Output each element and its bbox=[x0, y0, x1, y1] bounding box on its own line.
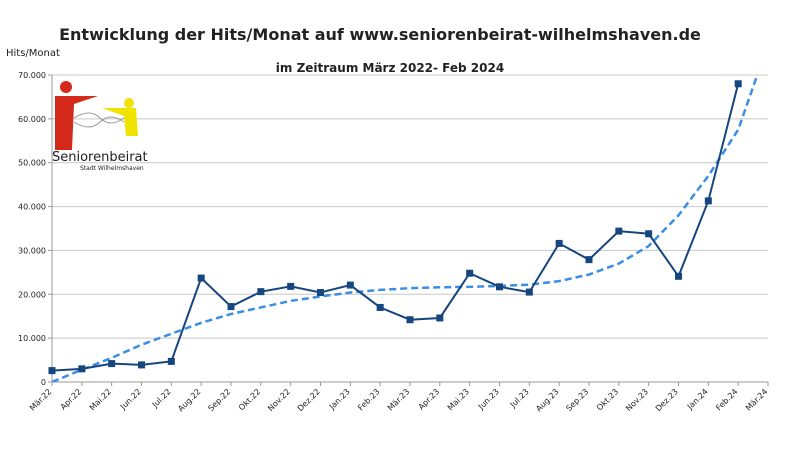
x-tick-label: Mär.24 bbox=[744, 387, 770, 413]
x-tick-label: Mai.23 bbox=[446, 387, 471, 412]
data-point bbox=[287, 282, 295, 290]
data-point bbox=[108, 360, 116, 368]
data-point bbox=[257, 288, 265, 296]
x-tick-label: Aug.22 bbox=[176, 387, 202, 413]
y-tick-label: 40.000 bbox=[18, 203, 46, 212]
x-tick-label: Jun.23 bbox=[476, 387, 501, 412]
data-point bbox=[48, 367, 56, 375]
chart-subtitle: im Zeitraum März 2022- Feb 2024 bbox=[276, 61, 504, 75]
x-tick-label: Apr.22 bbox=[59, 387, 84, 412]
x-tick-label: Dez.23 bbox=[654, 387, 680, 413]
x-tick-label: Mär.23 bbox=[386, 387, 412, 413]
data-point bbox=[317, 289, 324, 297]
data-point bbox=[704, 197, 712, 205]
y-tick-label: 70.000 bbox=[18, 71, 46, 80]
x-tick-label: Dez.22 bbox=[296, 387, 322, 413]
x-tick-label: Sep.23 bbox=[564, 387, 590, 413]
data-point bbox=[466, 269, 474, 277]
x-tick-label: Mai.22 bbox=[88, 387, 113, 412]
y-tick-label: 0 bbox=[41, 378, 46, 387]
data-point bbox=[138, 361, 145, 369]
data-point bbox=[78, 365, 86, 373]
logo: Seniorenbeirat Stadt Wilhelmshaven bbox=[52, 81, 148, 172]
y-tick-label: 20.000 bbox=[18, 290, 46, 299]
x-tick-label: Jul.22 bbox=[150, 387, 173, 410]
logo-figure bbox=[102, 108, 138, 136]
data-point bbox=[615, 227, 623, 235]
x-tick-label: Aug.23 bbox=[534, 387, 560, 413]
data-line bbox=[51, 83, 740, 372]
data-point bbox=[585, 256, 593, 264]
data-point bbox=[346, 281, 354, 289]
data-point bbox=[436, 314, 444, 322]
x-tick-label: Feb.24 bbox=[714, 387, 739, 412]
x-tick-label: Jan.23 bbox=[327, 387, 352, 412]
trend-line bbox=[52, 75, 759, 382]
logo-title: Seniorenbeirat bbox=[52, 150, 148, 165]
chart-title: Entwicklung der Hits/Monat auf www.senio… bbox=[59, 25, 701, 44]
x-tick-label: Nov.23 bbox=[624, 387, 650, 413]
x-tick-label: Okt.23 bbox=[595, 387, 620, 412]
data-point bbox=[734, 80, 742, 88]
logo-subtitle: Stadt Wilhelmshaven bbox=[80, 165, 144, 172]
x-tick-label: Jun.22 bbox=[118, 387, 143, 412]
data-point bbox=[197, 274, 205, 282]
data-point bbox=[167, 357, 175, 365]
data-point bbox=[555, 239, 563, 247]
data-point bbox=[675, 272, 682, 280]
data-point bbox=[496, 283, 503, 291]
y-tick-label: 10.000 bbox=[18, 334, 46, 343]
x-tick-label: Okt.22 bbox=[237, 387, 262, 412]
y-tick-label: 30.000 bbox=[18, 246, 46, 255]
x-tick-label: Sep.22 bbox=[206, 387, 232, 413]
x-tick-label: Mär.22 bbox=[28, 387, 54, 413]
data-point bbox=[525, 288, 533, 296]
logo-head bbox=[60, 81, 72, 93]
x-tick-label: Jan.24 bbox=[685, 387, 710, 412]
logo-head bbox=[124, 98, 134, 108]
logo-figure bbox=[55, 96, 98, 150]
x-tick-label: Nov.22 bbox=[266, 387, 292, 413]
data-point bbox=[227, 303, 235, 311]
data-point bbox=[645, 230, 653, 238]
y-axis-label: Hits/Monat bbox=[6, 48, 60, 59]
y-tick-label: 60.000 bbox=[18, 115, 46, 124]
data-point bbox=[376, 303, 384, 311]
x-tick-label: Jul.23 bbox=[508, 387, 531, 410]
logo-wave bbox=[73, 112, 125, 128]
x-tick-label: Apr.23 bbox=[417, 387, 442, 412]
y-tick-label: 50.000 bbox=[18, 159, 46, 168]
data-point bbox=[406, 316, 414, 324]
x-tick-label: Feb.23 bbox=[356, 387, 381, 412]
plot bbox=[48, 75, 759, 382]
